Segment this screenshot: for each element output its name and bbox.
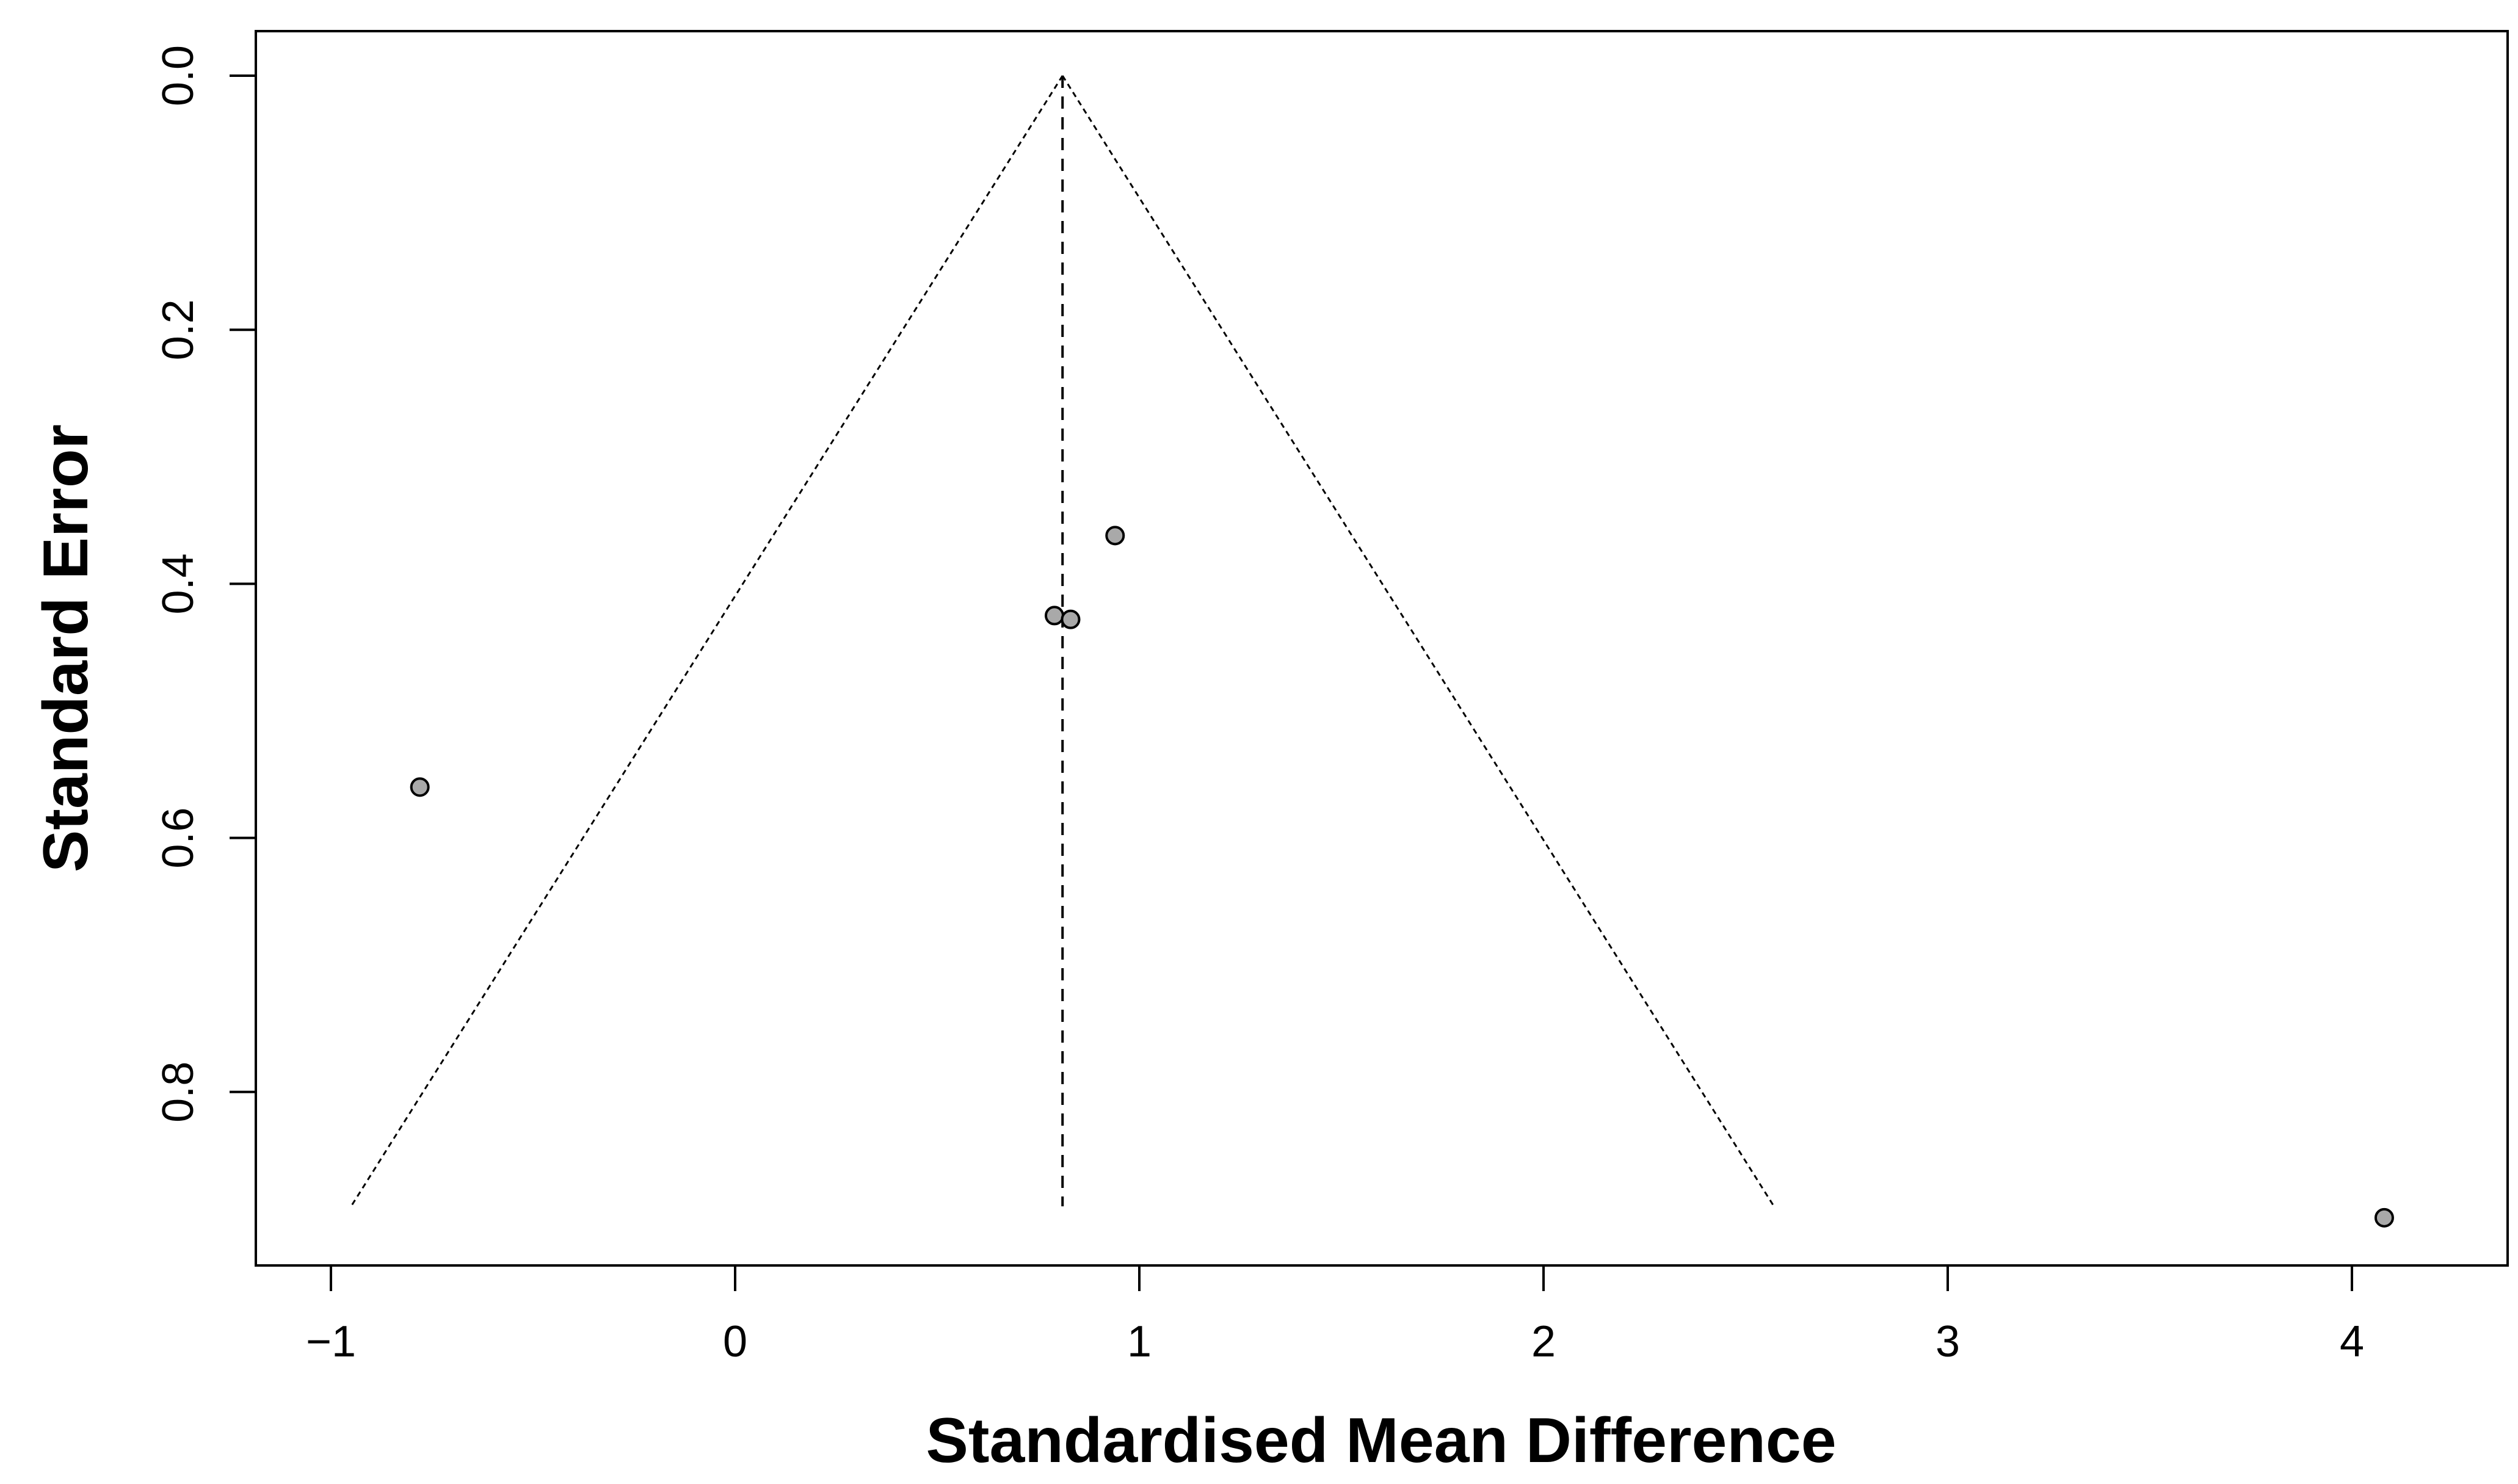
funnel-left-line [350,75,1064,1207]
y-axis-title: Standard Error [31,424,101,872]
y-tick-label: 0.8 [154,1062,203,1123]
study-point [2374,1207,2394,1228]
study-point [1044,606,1064,626]
x-tick-label: −1 [306,1317,356,1366]
plot-frame [255,30,2509,1267]
x-tick-label: 2 [1531,1317,1556,1366]
study-points [410,526,2394,1228]
funnel-lines [350,75,1775,1207]
y-tick-label: 0.4 [154,553,203,614]
x-tick-label: 0 [723,1317,747,1366]
x-axis-ticks: −1 0 1 2 3 4 [306,1265,2364,1366]
x-tick-label: 1 [1127,1317,1152,1366]
study-point [1061,609,1081,629]
funnel-right-line [1061,75,1775,1207]
y-axis-ticks: 0.0 0.2 0.4 0.6 0.8 [154,45,257,1123]
study-point [1105,526,1125,546]
study-point [410,777,430,797]
x-tick-label: 4 [2340,1317,2364,1366]
x-tick-label: 3 [1936,1317,1960,1366]
y-tick-label: 0.6 [154,808,203,869]
y-tick-label: 0.2 [154,299,203,360]
y-tick-label: 0.0 [154,45,203,106]
x-axis-title: Standardised Mean Difference [926,1405,1836,1476]
